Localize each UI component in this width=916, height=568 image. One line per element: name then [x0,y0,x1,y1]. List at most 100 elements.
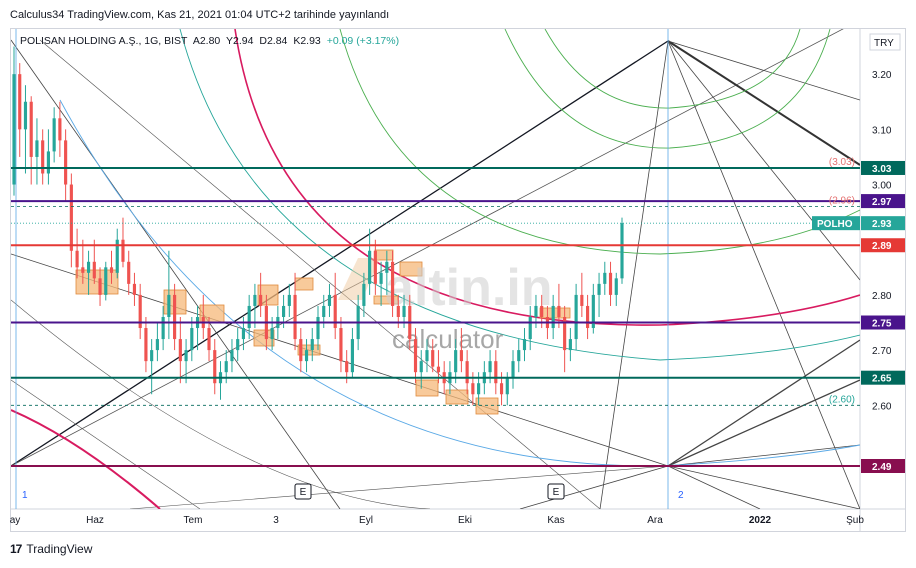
candle-body[interactable] [241,328,246,340]
candle-body[interactable] [173,294,177,340]
highlight-box[interactable] [445,389,469,405]
horizontal-levels[interactable]: (3.03) (2.96) (2.60) [11,157,860,467]
candle-body[interactable] [287,294,291,306]
candle-body[interactable] [540,305,544,317]
candle-body[interactable] [310,339,314,351]
candle-body[interactable] [465,361,469,384]
highlight-box[interactable] [294,277,314,291]
candle-body[interactable] [499,383,504,395]
candle-body[interactable] [396,305,400,317]
gann-line[interactable] [599,40,669,509]
candle-body[interactable] [178,339,182,362]
candle-body[interactable] [121,239,125,262]
gann-line[interactable] [667,465,761,509]
candle-body[interactable] [471,383,475,395]
gann-line[interactable] [667,40,860,509]
candle-body[interactable] [591,294,595,329]
symbol-legend[interactable]: POLISAN HOLDING A.Ş., 1G, BIST A2.80 Y2.… [20,35,402,47]
candle-body[interactable] [557,305,561,317]
candle-body[interactable] [574,294,578,340]
gann-arc[interactable] [504,29,831,149]
gann-line[interactable] [11,39,341,509]
gann-line[interactable] [11,379,201,509]
candle-body[interactable] [385,261,389,273]
candle-body[interactable] [115,239,119,273]
candle-body[interactable] [247,305,251,329]
gann-arc[interactable] [544,29,801,109]
gann-line[interactable] [667,444,860,467]
gann-line[interactable] [667,40,860,166]
gann-line[interactable] [129,465,669,509]
time-axis[interactable]: ay Haz Tem 3 Eyl Eki Kas Ara 2022 Şub [10,515,865,526]
candle-body[interactable] [379,272,383,284]
currency-box[interactable] [869,33,901,51]
candle-body[interactable] [104,267,108,295]
candle-body[interactable] [522,339,527,351]
candle-body[interactable] [259,294,263,306]
candle-body[interactable] [333,294,337,329]
candle-body[interactable] [419,361,423,373]
candle-body[interactable] [127,261,131,284]
highlight-box[interactable] [253,329,275,347]
candle-body[interactable] [620,223,624,279]
candle-body[interactable] [52,118,56,152]
highlight-box[interactable] [297,344,321,356]
candle-body[interactable] [138,294,142,329]
candle-body[interactable] [132,283,137,295]
candle-body[interactable] [167,294,171,317]
highlight-box[interactable] [399,261,423,277]
candle-body[interactable] [368,250,372,284]
candle-body[interactable] [230,350,234,362]
candle-body[interactable] [362,283,366,306]
candle-body[interactable] [293,294,297,340]
candle-body[interactable] [563,316,567,351]
candle-body[interactable] [494,361,498,384]
gann-arc[interactable] [339,29,860,255]
candle-body[interactable] [270,328,274,340]
symbol-name[interactable]: POLISAN HOLDING A.Ş., 1G, BIST [20,35,188,47]
candle-body[interactable] [190,328,194,351]
candle-body[interactable] [69,184,73,251]
candle-body[interactable] [345,361,349,373]
candle-body[interactable] [534,305,538,317]
candle-body[interactable] [75,250,79,268]
gann-line[interactable] [667,40,860,281]
candle-body[interactable] [92,261,96,279]
candle-body[interactable] [64,140,68,185]
tradingview-footer[interactable]: 17 TradingView [10,542,92,556]
gann-line[interactable] [667,339,860,467]
gann-arc[interactable] [11,299,431,509]
earnings-event-marker[interactable] [547,483,565,500]
gann-line[interactable] [667,40,860,101]
gann-line[interactable] [667,379,860,467]
gann-line[interactable] [667,465,860,509]
candle-body[interactable] [488,361,492,373]
candle-body[interactable] [373,250,377,284]
event-markers[interactable]: E E 1 2 [22,483,684,501]
candle-body[interactable] [109,267,114,273]
highlight-box[interactable] [539,307,571,319]
candle-body[interactable] [46,151,50,174]
candle-body[interactable] [150,350,154,362]
gann-line[interactable] [11,40,669,467]
candle-body[interactable] [81,267,85,273]
candle-body[interactable] [236,339,240,351]
candle-body[interactable] [517,350,521,362]
gann-arc[interactable] [179,29,860,361]
candle-body[interactable] [477,383,481,395]
candle-body[interactable] [350,339,354,373]
gann-arc[interactable] [59,99,860,467]
candle-body[interactable] [155,339,159,351]
candle-body[interactable] [161,316,165,340]
gann-arc[interactable] [234,29,860,326]
candle-body[interactable] [98,278,102,295]
candle-body[interactable] [86,261,91,273]
candle-body[interactable] [41,140,45,174]
candle-body[interactable] [413,339,418,373]
candle-body[interactable] [322,305,326,317]
candle-body[interactable] [551,305,555,329]
highlight-box[interactable] [475,397,499,415]
candle-body[interactable] [253,294,257,306]
gann-line[interactable] [519,465,669,509]
